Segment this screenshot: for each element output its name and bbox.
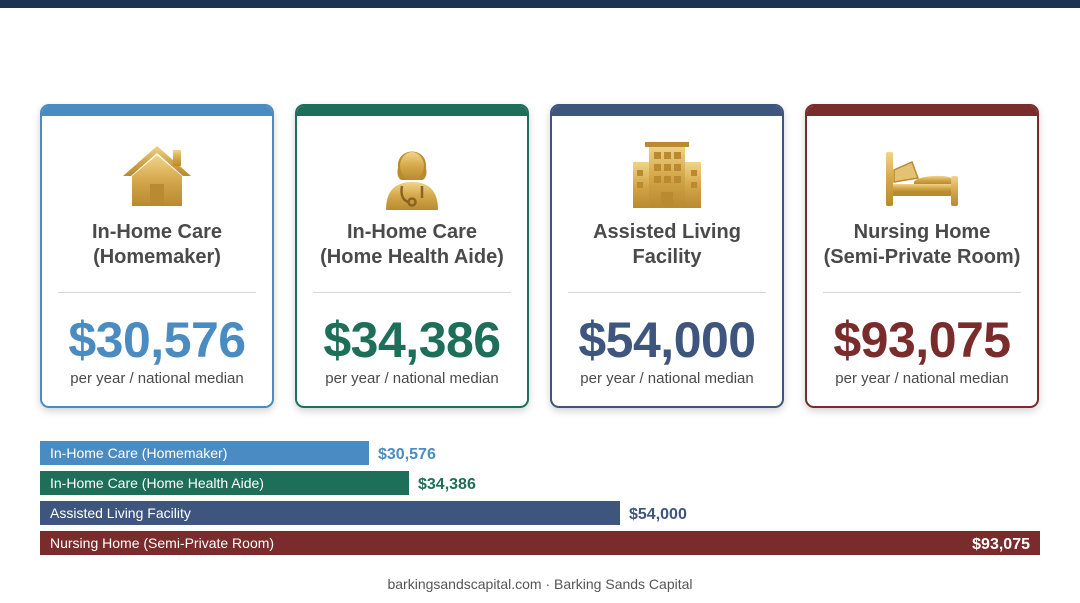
bar-value-label: $30,576 [378,446,436,463]
card-home-health-aide: In-Home Care (Home Health Aide) $34,386 … [295,104,529,408]
bar-value-label: $93,075 [972,536,1030,553]
card-accent-strip [552,106,782,116]
card-caption: per year / national median [552,370,782,387]
card-caption: per year / national median [297,370,527,387]
card-title-line2: (Homemaker) [50,245,264,270]
card-caption: per year / national median [807,370,1037,387]
card-homemaker: In-Home Care (Homemaker) $30,576 per yea… [40,104,274,408]
bar-category-label: Nursing Home (Semi-Private Room) [50,535,274,551]
card-caption: per year / national median [42,370,272,387]
card-value: $30,576 [42,310,272,370]
card-accent-strip [807,106,1037,116]
cost-bar-chart: In-Home Care (Homemaker) $30,576 In-Home C… [0,430,1080,560]
bar-category-label: Assisted Living Facility [50,505,191,521]
card-value: $54,000 [552,310,782,370]
card-value: $93,075 [807,310,1037,370]
card-title-line1: Nursing Home [815,220,1029,245]
top-accent-bar [0,0,1080,8]
card-divider [313,292,511,293]
card-nursing-home: Nursing Home (Semi-Private Room) $93,075… [805,104,1039,408]
nurse-icon [372,140,452,212]
bed-icon [882,140,962,212]
bar-value-label: $34,386 [418,476,476,493]
footer-credit: barkingsandscapital.com · Barking Sands … [0,576,1080,592]
card-divider [58,292,256,293]
card-title-line2: Facility [560,245,774,270]
bar-value-label: $54,000 [629,506,687,523]
card-value: $34,386 [297,310,527,370]
bar-category-label: In-Home Care (Homemaker) [50,445,227,461]
building-icon [627,140,707,212]
house-icon [117,140,197,212]
card-title-line2: (Home Health Aide) [305,245,519,270]
card-title-line1: In-Home Care [305,220,519,245]
card-accent-strip [42,106,272,116]
card-divider [568,292,766,293]
card-divider [823,292,1021,293]
card-title-line2: (Semi-Private Room) [815,245,1029,270]
card-assisted-living: Assisted Living Facility $54,000 per yea… [550,104,784,408]
card-title-line1: In-Home Care [50,220,264,245]
card-accent-strip [297,106,527,116]
bar-category-label: In-Home Care (Home Health Aide) [50,475,264,491]
card-title-line1: Assisted Living [560,220,774,245]
